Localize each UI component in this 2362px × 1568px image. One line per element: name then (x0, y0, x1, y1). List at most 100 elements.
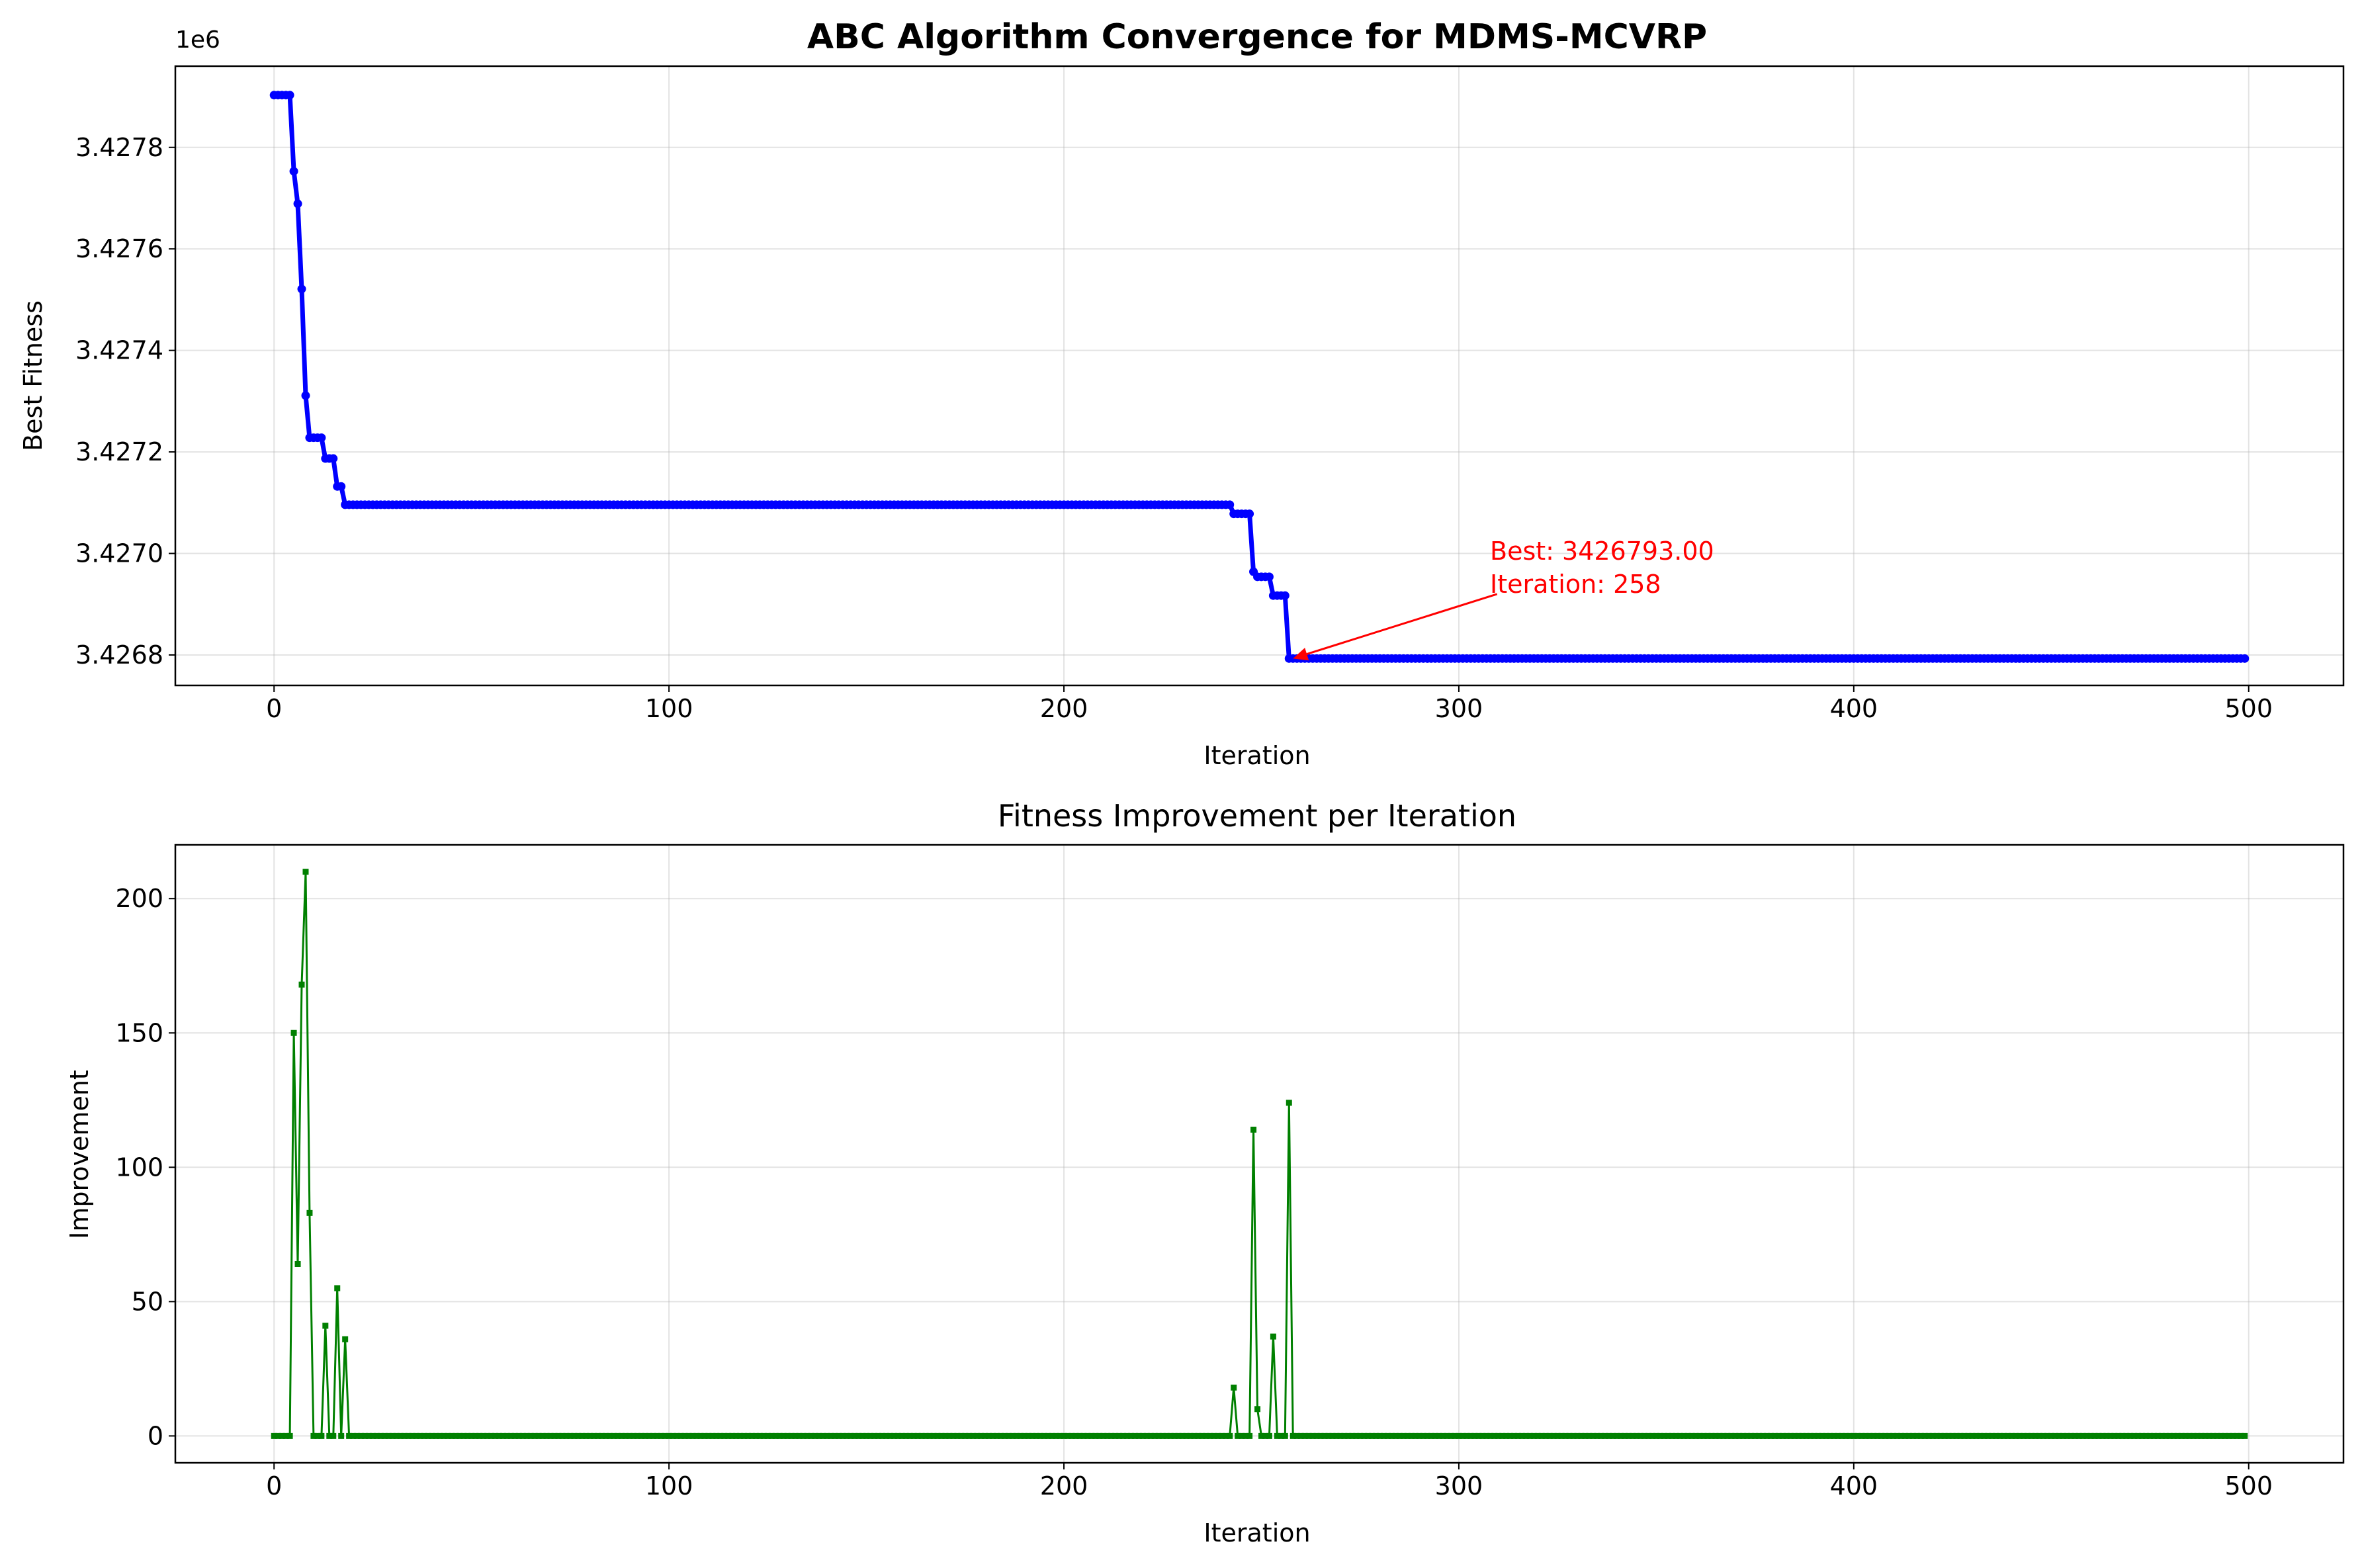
data-point (381, 1432, 388, 1439)
data-point (1396, 1432, 1403, 1439)
data-point (1514, 1432, 1521, 1439)
data-point (2032, 1432, 2038, 1439)
data-point (2240, 654, 2250, 663)
data-point (1305, 1432, 1312, 1439)
data-point (1771, 1432, 1778, 1439)
data-point (1057, 1432, 1063, 1439)
data-point (840, 1432, 846, 1439)
data-point (571, 1432, 578, 1439)
data-point (1653, 1432, 1659, 1439)
data-point (373, 1432, 380, 1439)
data-point (681, 1432, 688, 1439)
data-point (1270, 1333, 1276, 1340)
tick-labels: 0 100 200 300 400 500 0 50 100 150 200 (115, 884, 2273, 1501)
data-point (551, 1432, 558, 1439)
data-point (1357, 1432, 1364, 1439)
improvement-chart: Fitness Improvement per Iteration 0 100 20… (65, 798, 2345, 1547)
data-point (1491, 1432, 1498, 1439)
data-point (2009, 1432, 2015, 1439)
data-point (1009, 1432, 1016, 1439)
data-point (595, 1432, 601, 1439)
data-point (488, 1432, 495, 1439)
data-point (1353, 1432, 1360, 1439)
data-point (1578, 1432, 1585, 1439)
data-point (2040, 1432, 2046, 1439)
data-point (2154, 1432, 2161, 1439)
y-tick-label: 3.4278 (75, 133, 163, 162)
data-point (974, 1432, 981, 1439)
data-point (1088, 1432, 1095, 1439)
data-point (962, 1432, 969, 1439)
data-point (978, 1432, 984, 1439)
data-point (1384, 1432, 1391, 1439)
data-point (1286, 1100, 1292, 1106)
data-point (670, 1432, 676, 1439)
data-point (1408, 1432, 1415, 1439)
data-point (397, 1432, 404, 1439)
data-point (848, 1432, 854, 1439)
data-point (1045, 1432, 1051, 1439)
annotation-arrow (1296, 593, 1498, 658)
data-point (453, 1432, 459, 1439)
y-tick-label: 50 (132, 1287, 163, 1316)
data-point (1835, 1432, 1841, 1439)
data-point (1116, 1432, 1123, 1439)
data-point (1143, 1432, 1150, 1439)
data-point (334, 1285, 341, 1291)
x-tick-label: 400 (1830, 694, 1878, 723)
data-point (950, 1432, 957, 1439)
data-point (1570, 1432, 1577, 1439)
data-point (365, 1432, 372, 1439)
data-point (626, 1432, 633, 1439)
data-point (1740, 1432, 1747, 1439)
data-point (697, 1432, 704, 1439)
data-point (1732, 1432, 1739, 1439)
data-point (2218, 1432, 2224, 1439)
data-point (1965, 1432, 1972, 1439)
data-point (1147, 1432, 1154, 1439)
data-point (1898, 1432, 1904, 1439)
data-point (535, 1432, 542, 1439)
data-point (1764, 1432, 1771, 1439)
data-point (1704, 1432, 1711, 1439)
data-point (2091, 1432, 2098, 1439)
data-point (1511, 1432, 1518, 1439)
data-point (417, 1432, 423, 1439)
data-point (650, 1432, 656, 1439)
data-point (543, 1432, 550, 1439)
data-point (804, 1432, 810, 1439)
data-point (1503, 1432, 1510, 1439)
y-tick-label: 3.4274 (75, 336, 163, 365)
data-point (768, 1432, 775, 1439)
data-point (2115, 1432, 2122, 1439)
data-point (611, 1432, 617, 1439)
data-point (1317, 1432, 1324, 1439)
data-point (1159, 1432, 1166, 1439)
data-point (1223, 1432, 1229, 1439)
data-point (362, 1432, 369, 1439)
data-point (329, 454, 338, 463)
data-point (1225, 500, 1235, 509)
data-point (1957, 1432, 1964, 1439)
data-point (310, 1432, 317, 1439)
x-tick-label: 100 (645, 694, 693, 723)
data-point (1819, 1432, 1825, 1439)
data-point (926, 1432, 933, 1439)
data-point (2174, 1432, 2181, 1439)
data-point (2028, 1432, 2034, 1439)
data-point (998, 1432, 1004, 1439)
data-point (1381, 1432, 1387, 1439)
data-point (1266, 1432, 1272, 1439)
data-point (1905, 1432, 1912, 1439)
chart-title: ABC Algorithm Convergence for MDMS-MCVRP (807, 17, 1707, 57)
data-point (2024, 1432, 2031, 1439)
data-point (1005, 1432, 1012, 1439)
data-point (820, 1432, 826, 1439)
data-point (2072, 1432, 2078, 1439)
data-point (1171, 1432, 1178, 1439)
data-point (1902, 1432, 1908, 1439)
y-tick-label: 0 (148, 1421, 163, 1450)
data-point (1756, 1432, 1763, 1439)
data-point (1219, 1432, 1225, 1439)
data-point (314, 1432, 321, 1439)
